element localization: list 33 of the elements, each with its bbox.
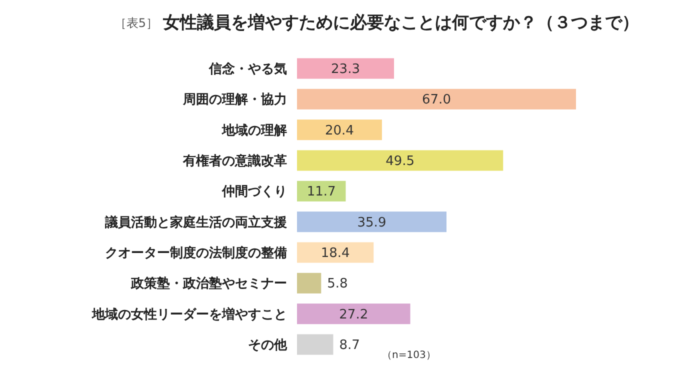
bar	[297, 304, 410, 324]
y-tick-label: クオーター制度の法制度の整備	[105, 245, 287, 262]
bar	[297, 180, 346, 202]
data-label: 23.3	[331, 62, 360, 78]
bar	[297, 150, 504, 171]
y-tick-label: 周囲の理解・協力	[182, 92, 287, 108]
data-label: 35.9	[357, 215, 386, 230]
chart-title: 女性議員を増やすために必要なことは何ですか？（３つまで）	[162, 12, 639, 33]
bar	[297, 120, 382, 140]
y-tick-label: 有権者の意識改革	[182, 153, 287, 170]
bar	[297, 334, 334, 355]
y-tick-label: 地域の女性リーダーを増やすこと	[91, 306, 287, 322]
data-label: 18.4	[320, 246, 350, 262]
annotation: （n=103）	[382, 350, 436, 361]
text: ［表5］	[114, 16, 158, 30]
data-label: 27.2	[339, 307, 368, 322]
bar	[297, 212, 446, 232]
bar	[297, 242, 374, 263]
y-tick-label: 政策塾・政治塾やセミナー	[130, 276, 287, 292]
bar	[297, 88, 576, 110]
data-label: 20.4	[325, 123, 354, 138]
data-label: 5.8	[327, 276, 348, 292]
data-label: 67.0	[422, 92, 451, 108]
bar	[297, 272, 322, 294]
data-label: 11.7	[306, 184, 336, 200]
y-tick-label: 信念・やる気	[208, 62, 287, 78]
y-tick-label: 地域の理解	[221, 123, 287, 138]
y-tick-label: その他	[248, 338, 288, 354]
y-tick-label: 仲間づくり	[221, 184, 287, 200]
bar	[297, 58, 394, 79]
data-label: 8.7	[339, 338, 360, 354]
y-tick-label: 議員活動と家庭生活の両立支援	[104, 214, 287, 230]
data-label: 49.5	[386, 154, 415, 170]
